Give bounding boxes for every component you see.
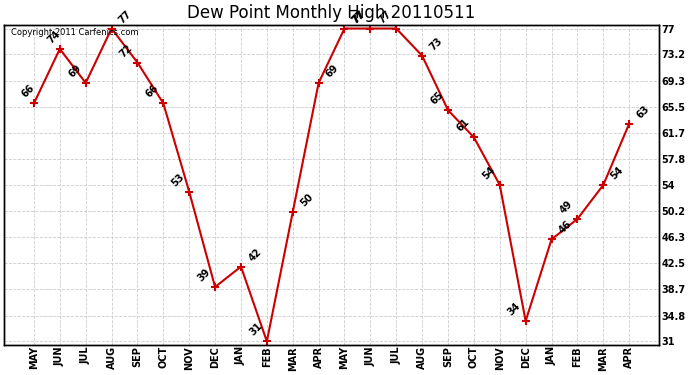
Text: 46: 46 [557, 219, 573, 236]
Text: 49: 49 [558, 199, 575, 215]
Text: 69: 69 [66, 63, 83, 80]
Text: 34: 34 [506, 301, 523, 318]
Text: 66: 66 [144, 83, 161, 100]
Text: 61: 61 [455, 117, 471, 134]
Text: 77: 77 [117, 8, 134, 25]
Text: 65: 65 [428, 90, 445, 106]
Text: 63: 63 [635, 104, 651, 120]
Text: 77: 77 [350, 8, 366, 25]
Text: 77: 77 [377, 8, 393, 25]
Text: 74: 74 [46, 29, 63, 45]
Text: 54: 54 [609, 165, 625, 182]
Text: 69: 69 [324, 63, 341, 80]
Text: 77: 77 [351, 8, 368, 25]
Text: 53: 53 [170, 172, 186, 188]
Text: 31: 31 [248, 321, 264, 338]
Text: 73: 73 [428, 36, 444, 52]
Text: 54: 54 [480, 165, 497, 182]
Text: 72: 72 [118, 42, 135, 59]
Text: Copyright 2011 Carfenics.com: Copyright 2011 Carfenics.com [11, 28, 138, 37]
Text: 39: 39 [196, 267, 213, 284]
Text: 50: 50 [298, 192, 315, 208]
Text: 66: 66 [20, 83, 37, 100]
Title: Dew Point Monthly High 20110511: Dew Point Monthly High 20110511 [188, 4, 475, 22]
Text: 42: 42 [246, 246, 263, 263]
